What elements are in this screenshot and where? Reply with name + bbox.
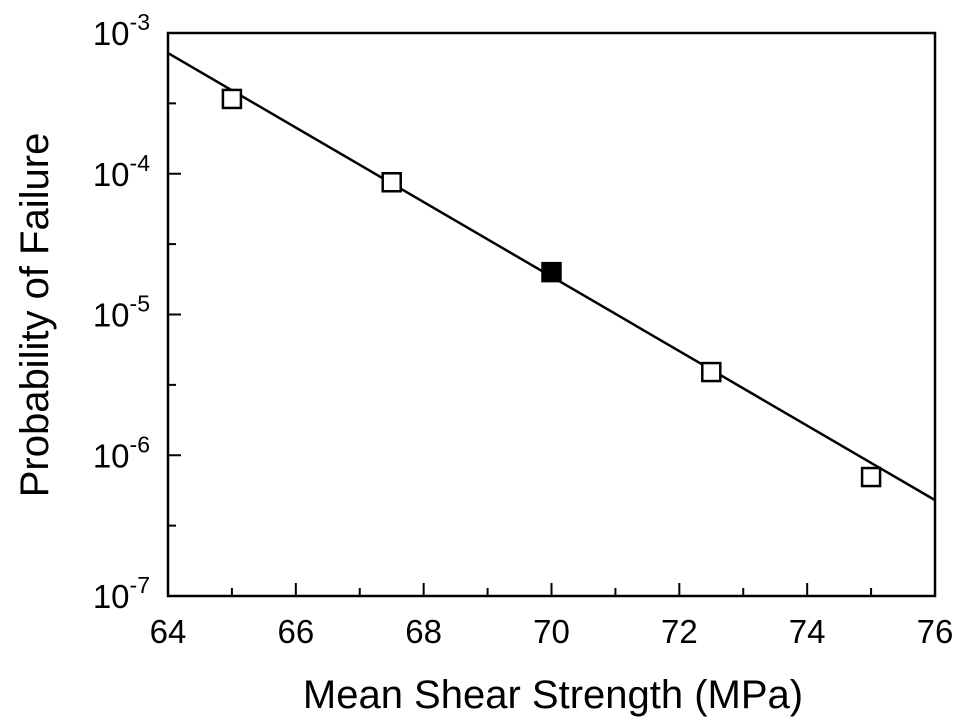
y-tick-base: 10	[93, 156, 130, 193]
y-tick-base: 10	[93, 15, 130, 52]
x-tick-label: 66	[277, 613, 314, 650]
x-tick-label: 64	[150, 613, 187, 650]
y-tick-exponent: -4	[130, 150, 151, 176]
data-point-filled-square	[541, 261, 562, 283]
y-tick-base: 10	[93, 578, 130, 615]
x-tick-label: 72	[661, 613, 698, 650]
data-point-open-square	[860, 466, 882, 488]
y-tick-label: 10-6	[93, 431, 150, 474]
x-tick-label: 68	[405, 613, 442, 650]
y-axis-title-group: Probability of Failure	[13, 133, 57, 498]
plot-frame	[166, 31, 937, 598]
y-tick-base: 10	[93, 297, 130, 334]
y-tick-label: 10-4	[93, 150, 150, 193]
x-axis-title: Mean Shear Strength (MPa)	[303, 673, 803, 717]
y-axis-title: Probability of Failure	[13, 133, 57, 498]
data-point-open-square	[381, 172, 402, 193]
y-tick-exponent: -6	[130, 431, 150, 457]
x-tick-label: 74	[789, 613, 826, 650]
y-tick-exponent: -5	[130, 291, 150, 317]
data-point-open-square	[221, 88, 243, 110]
y-tick-base: 10	[93, 437, 130, 474]
y-tick-label: 10-5	[93, 291, 150, 334]
x-axis-ticks: 64 66 68 70 72 74 76	[150, 583, 954, 650]
data-points	[221, 88, 882, 488]
y-tick-label: 10-3	[93, 9, 150, 52]
x-tick-label: 70	[533, 613, 570, 650]
y-tick-exponent: -3	[130, 9, 150, 35]
y-tick-label: 10-7	[93, 572, 150, 615]
y-tick-exponent: -7	[130, 572, 150, 598]
data-point-open-square	[701, 361, 722, 383]
x-tick-label: 76	[917, 613, 954, 650]
y-axis-ticks: 10-710-610-510-410-3	[93, 9, 181, 615]
